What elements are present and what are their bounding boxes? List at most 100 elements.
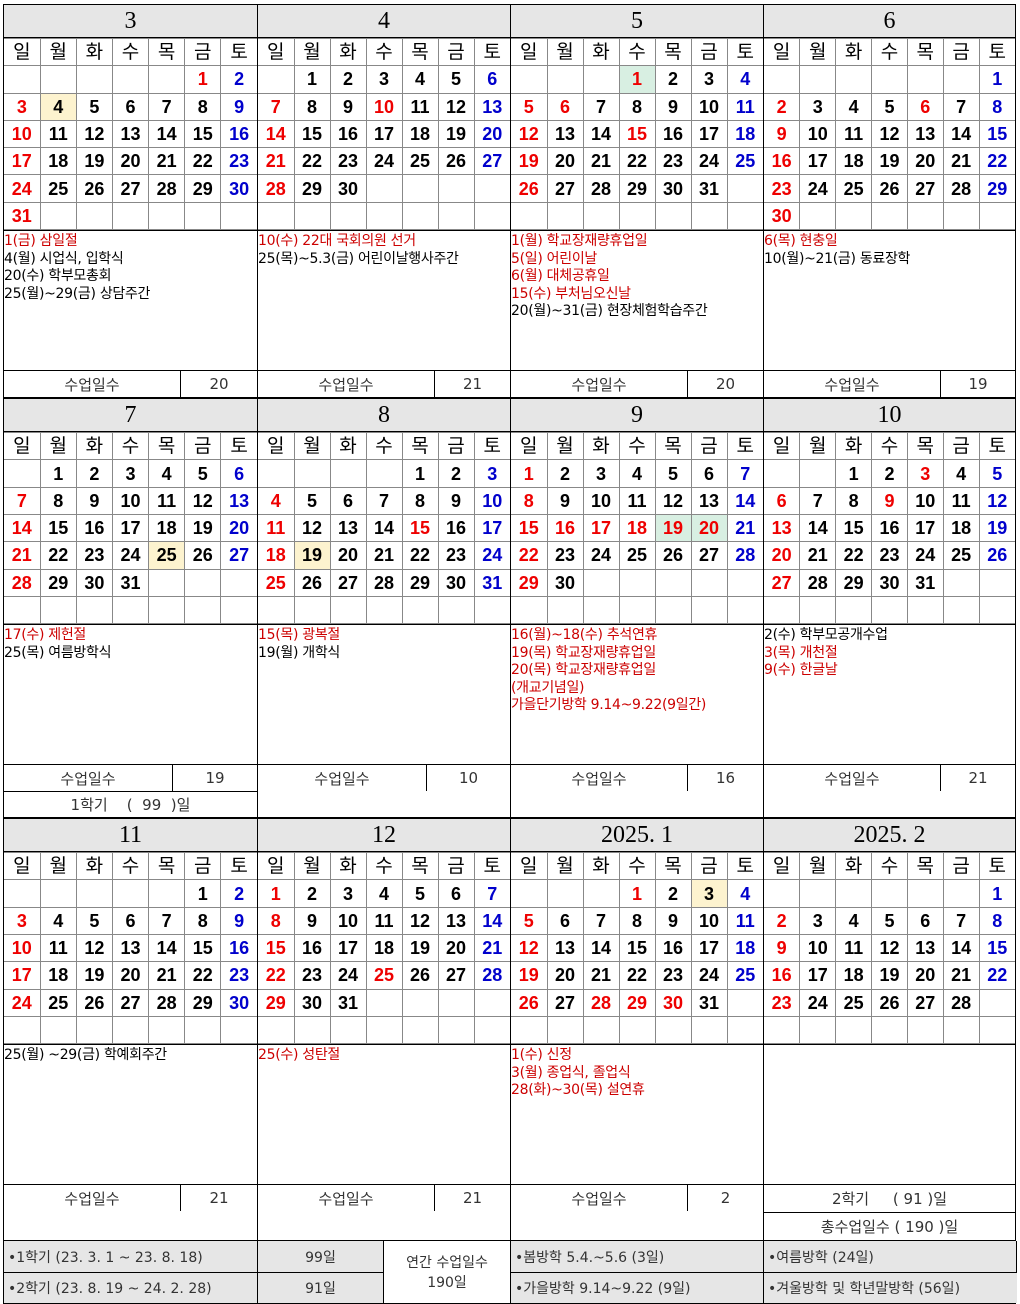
- weekday-header: 수: [365, 37, 403, 67]
- day-cell: 2: [293, 879, 331, 908]
- day-cell: 20: [690, 513, 728, 543]
- event-item: 15(수) 부처님오신날: [511, 285, 631, 302]
- day-cell: 31: [690, 174, 728, 203]
- day-cell: 24: [906, 541, 944, 570]
- semester2-total: 2학기 ( 91 )일: [764, 1184, 1015, 1212]
- day-cell: [726, 568, 763, 597]
- day-cell: [906, 595, 944, 625]
- day-cell: 1: [184, 65, 222, 94]
- weekday-header: 화: [75, 432, 113, 461]
- day-cell: 10: [4, 119, 41, 149]
- day-cell: [75, 879, 113, 908]
- event-item: 가을단기방학 9.14~9.22(9일간): [511, 697, 707, 714]
- day-cell: 26: [184, 541, 222, 570]
- day-cell: 20: [220, 513, 257, 543]
- class-days-label: 수업일수: [571, 1189, 627, 1208]
- day-cell: 17: [365, 119, 403, 149]
- day-cell: [726, 988, 763, 1017]
- event-item: 1(금) 삼일절: [4, 233, 78, 250]
- day-cell: [654, 201, 692, 231]
- month-block: 11 일 월 화 수 목 금 토 1 2 3 4 5 6 7 8 9 10 11 12 13 14 15 16 17 18 19 20…: [3, 818, 257, 1242]
- day-cell: 26: [75, 988, 113, 1017]
- day-cell: 23: [75, 541, 113, 570]
- day-cell: 2: [75, 459, 113, 488]
- event-item: 1(수) 신정: [511, 1047, 572, 1064]
- month-events: 16(월)~18(수) 추석연휴 19(목) 학교장재량휴업일 20(목) 학교장재…: [511, 624, 763, 764]
- weekday-header: 목: [654, 432, 692, 461]
- day-cell: [546, 879, 584, 908]
- day-cell: 19: [654, 513, 692, 543]
- day-cell: 16: [75, 513, 113, 543]
- day-cell: 29: [978, 174, 1015, 203]
- day-cell: 18: [258, 541, 295, 570]
- day-cell: 27: [546, 988, 584, 1017]
- day-cell: 21: [473, 934, 510, 963]
- day-cell: 22: [978, 147, 1015, 176]
- day-cell: 20: [764, 541, 801, 570]
- weekday-header: 화: [582, 852, 620, 881]
- day-cell: 8: [184, 92, 222, 121]
- day-cell: 17: [906, 513, 944, 543]
- day-cell: 2: [220, 879, 257, 908]
- day-cell: 7: [148, 92, 186, 121]
- day-cell: 22: [293, 147, 331, 176]
- day-cell: 17: [4, 147, 41, 176]
- day-cell: 6: [906, 906, 944, 936]
- day-cell: [618, 568, 656, 597]
- calendar-row-1: 3 일 월 화 수 목 금 토 1 2 3 4 5 6 7 8 9 10 11 12 13 14 15 16 17 18 19 20 2…: [3, 4, 1016, 399]
- class-days-value: 21: [940, 765, 1015, 792]
- day-cell: 28: [365, 568, 403, 597]
- day-cell: [906, 879, 944, 908]
- month-events: 2(수) 학부모공개수업 3(목) 개천절 9(수) 한글날: [764, 624, 1015, 764]
- weekday-header: 일: [4, 37, 41, 67]
- day-cell: 20: [111, 147, 150, 176]
- day-cell: 15: [835, 513, 873, 543]
- day-cell: 31: [690, 988, 728, 1017]
- weekday-header: 목: [148, 37, 186, 67]
- day-cell: 25: [39, 174, 77, 203]
- day-cell: [329, 459, 367, 488]
- day-cell: [618, 595, 656, 625]
- day-cell: 30: [546, 568, 584, 597]
- day-cell: 4: [835, 906, 873, 936]
- day-cell: 29: [618, 988, 656, 1017]
- day-cell: 19: [75, 147, 113, 176]
- day-cell: 11: [726, 92, 763, 121]
- day-cell: 6: [111, 92, 150, 121]
- month-events: 6(목) 현충일 10(월)~21(금) 동료장학: [764, 230, 1015, 370]
- weekday-header: 금: [437, 37, 475, 67]
- day-cell: 1: [835, 459, 873, 488]
- day-cell: 28: [942, 988, 980, 1017]
- day-cell: 12: [184, 486, 222, 515]
- day-cell: [293, 1015, 331, 1045]
- day-cell: [365, 988, 403, 1017]
- day-cell: 9: [654, 906, 692, 936]
- day-cell: 18: [39, 147, 77, 176]
- weekday-header: 월: [293, 432, 331, 461]
- day-cell: 15: [184, 119, 222, 149]
- day-cell: 22: [184, 147, 222, 176]
- day-cell: 5: [511, 906, 548, 936]
- weekday-header: 토: [978, 37, 1015, 67]
- day-cell: 5: [654, 459, 692, 488]
- day-cell: 13: [764, 513, 801, 543]
- day-cell: [75, 595, 113, 625]
- month-title: 2025. 2: [764, 819, 1015, 853]
- day-cell: 29: [39, 568, 77, 597]
- day-cell: 28: [799, 568, 837, 597]
- spring-break: •봄방학 5.4.~5.6 (3일): [511, 1241, 764, 1273]
- day-cell: 26: [437, 147, 475, 176]
- day-cell: 7: [365, 486, 403, 515]
- annual-days-value: 190일: [427, 1275, 467, 1292]
- summer-break: •여름방학 (24일): [764, 1241, 1017, 1273]
- day-cell: 4: [39, 906, 77, 936]
- day-cell: 25: [726, 147, 763, 176]
- day-cell: 3: [4, 92, 41, 121]
- day-cell: 12: [293, 513, 331, 543]
- day-cell: [437, 174, 475, 203]
- day-cell: 28: [582, 988, 620, 1017]
- day-cell: 1: [293, 65, 331, 94]
- weekday-header: 일: [511, 37, 548, 67]
- weekday-header: 일: [4, 852, 41, 881]
- day-cell: 15: [293, 119, 331, 149]
